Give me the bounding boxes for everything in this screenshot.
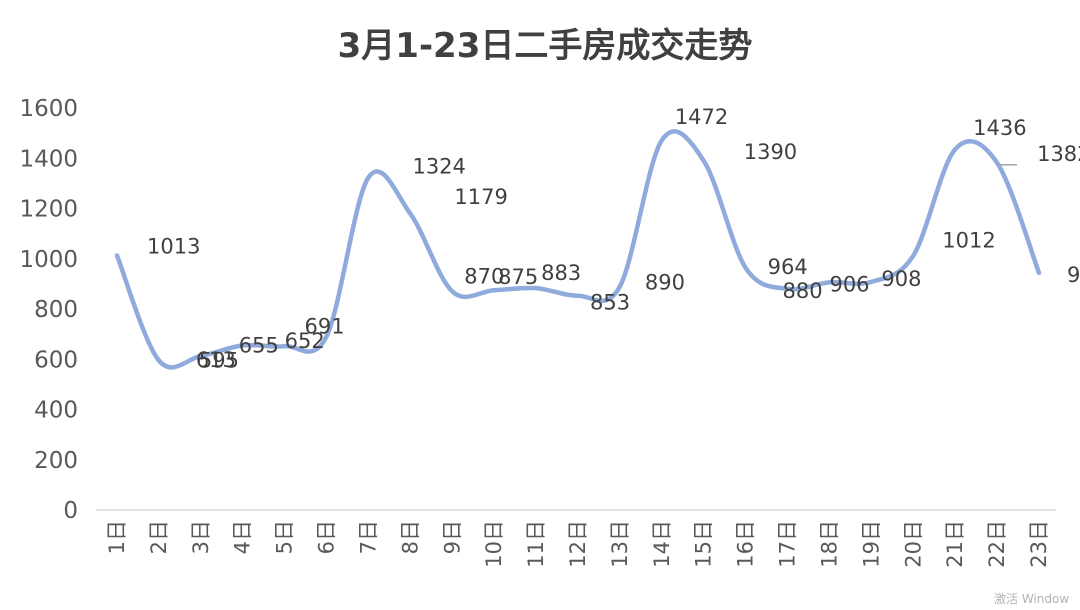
data-point (660, 138, 664, 142)
data-label: 944 (1067, 263, 1080, 287)
data-label: 1472 (675, 105, 728, 129)
x-tick-label: 22日 (985, 520, 1009, 568)
x-tick-label: 18日 (817, 520, 841, 568)
y-tick-label: 1000 (19, 247, 78, 273)
y-tick-label: 1200 (19, 197, 78, 223)
data-point (450, 289, 454, 293)
data-point (618, 284, 622, 288)
y-tick-label: 1400 (19, 146, 78, 172)
data-point (115, 253, 119, 257)
data-point (408, 212, 412, 216)
data-point (492, 288, 496, 292)
data-label: 652 (285, 329, 325, 353)
x-axis: 1日 2日 3日 4日 5日 6日 7日 8日 9日 10日 11日 12日 13日 14日 15日 16日 1… (105, 520, 1051, 568)
y-tick-label: 200 (34, 448, 78, 474)
data-label: 880 (783, 279, 823, 303)
data-label: 691 (305, 314, 345, 338)
data-label: 870 (464, 264, 504, 288)
x-tick-label: 10日 (482, 520, 506, 568)
data-label: 853 (590, 291, 630, 315)
data-label: 1390 (744, 140, 797, 164)
data-label: 655 (239, 333, 279, 357)
x-tick-label: 5日 (273, 520, 297, 554)
y-tick-label: 400 (34, 398, 78, 424)
data-label: 1179 (454, 185, 507, 209)
x-tick-label: 23日 (1027, 520, 1051, 568)
x-tick-label: 1日 (105, 520, 129, 554)
x-tick-label: 12日 (566, 520, 590, 568)
x-tick-label: 6日 (315, 520, 339, 554)
x-tick-label: 3日 (189, 520, 213, 554)
data-point (1037, 271, 1041, 275)
data-point (576, 294, 580, 298)
x-tick-label: 16日 (734, 520, 758, 568)
x-tick-label: 20日 (901, 520, 925, 568)
data-label: 1012 (942, 229, 995, 253)
y-axis: 0 200 400 600 800 1000 1200 1400 1600 (19, 96, 78, 524)
watermark-text: 激活 Window (994, 592, 1070, 606)
y-tick-label: 800 (34, 297, 78, 323)
data-label: 964 (768, 255, 808, 279)
y-tick-label: 0 (63, 498, 78, 524)
data-point (702, 159, 706, 163)
data-point (869, 280, 873, 284)
data-point (157, 359, 161, 363)
data-label: 890 (645, 270, 685, 294)
data-point (953, 147, 957, 151)
data-label: 613 (196, 348, 236, 372)
data-label: 875 (498, 265, 538, 289)
x-tick-label: 11日 (524, 520, 548, 568)
data-label: 595 (199, 349, 239, 373)
data-label: 1013 (147, 234, 200, 258)
data-point (911, 254, 915, 258)
data-label: 908 (881, 267, 921, 291)
x-tick-label: 13日 (608, 520, 632, 568)
data-point (744, 266, 748, 270)
x-tick-label: 19日 (859, 520, 883, 568)
x-tick-label: 9日 (440, 520, 464, 554)
y-tick-label: 1600 (19, 96, 78, 122)
x-tick-label: 7日 (356, 520, 380, 554)
data-label: 1324 (412, 154, 465, 178)
x-tick-label: 4日 (231, 520, 255, 554)
x-tick-label: 8日 (398, 520, 422, 554)
data-label: 883 (541, 261, 581, 285)
x-tick-label: 2日 (147, 520, 171, 554)
data-label: 1436 (973, 116, 1026, 140)
data-points (115, 138, 1041, 362)
data-point (366, 175, 370, 179)
y-tick-label: 600 (34, 347, 78, 373)
x-tick-label: 21日 (943, 520, 967, 568)
data-label: 906 (829, 272, 869, 296)
data-label: 1382 (1037, 142, 1080, 166)
x-tick-label: 17日 (776, 520, 800, 568)
x-tick-label: 14日 (650, 520, 674, 568)
x-tick-label: 15日 (692, 520, 716, 568)
chart-title: 3月1-23日二手房成交走势 (338, 26, 753, 66)
series-line (114, 129, 1042, 370)
